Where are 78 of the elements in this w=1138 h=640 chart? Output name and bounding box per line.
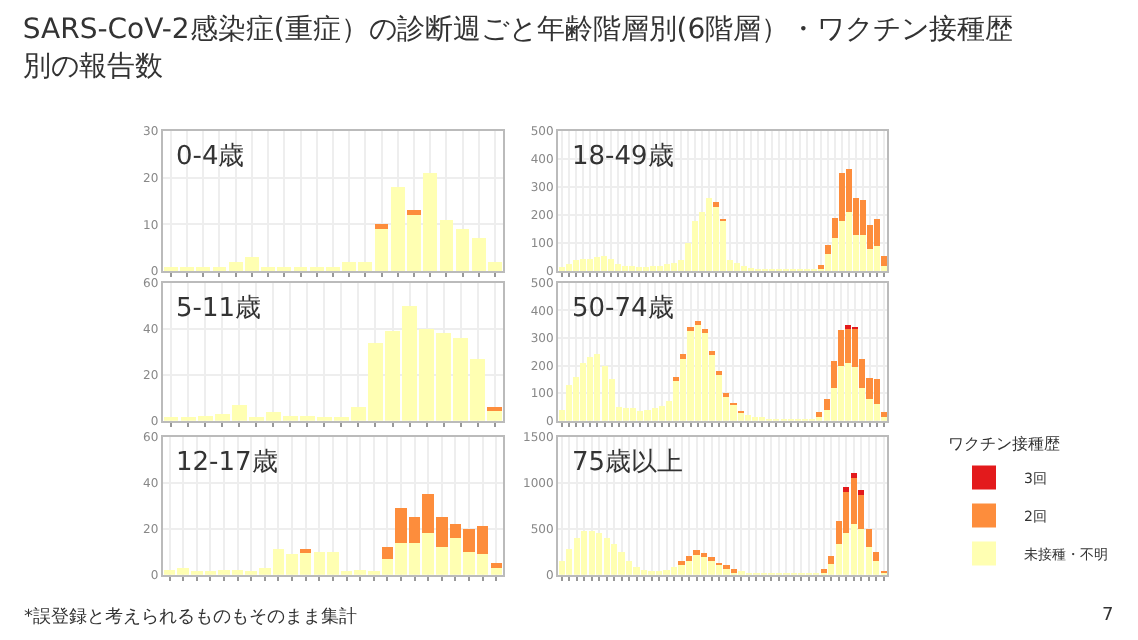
bar bbox=[850, 478, 857, 525]
bar bbox=[573, 538, 580, 575]
bar bbox=[628, 265, 635, 272]
bar bbox=[693, 554, 700, 575]
bar bbox=[572, 259, 579, 272]
bar bbox=[586, 258, 593, 272]
bar bbox=[873, 219, 880, 246]
bar bbox=[678, 563, 685, 575]
bar bbox=[859, 234, 866, 272]
bar bbox=[733, 262, 740, 272]
bar bbox=[656, 265, 663, 272]
bar bbox=[603, 538, 610, 575]
bar bbox=[838, 220, 845, 272]
bar bbox=[873, 551, 880, 561]
bar bbox=[374, 224, 389, 230]
text: 75歳以上 bbox=[572, 448, 684, 478]
bar bbox=[670, 262, 677, 272]
bar bbox=[845, 326, 852, 363]
bar bbox=[644, 409, 651, 421]
bar bbox=[588, 530, 595, 575]
bar bbox=[637, 411, 644, 421]
bar bbox=[837, 365, 844, 421]
text: 18-49歳 bbox=[572, 142, 674, 172]
bar bbox=[614, 264, 621, 272]
bar bbox=[693, 549, 700, 555]
bar bbox=[865, 528, 872, 548]
bar bbox=[852, 366, 859, 421]
bar bbox=[594, 354, 601, 421]
bar bbox=[581, 530, 588, 575]
bar bbox=[649, 265, 656, 272]
bar bbox=[730, 404, 737, 421]
bar bbox=[824, 244, 831, 255]
bar bbox=[705, 198, 712, 272]
bar bbox=[687, 329, 694, 421]
bar bbox=[610, 544, 618, 575]
bar bbox=[873, 379, 880, 405]
bar bbox=[873, 404, 880, 421]
bar bbox=[607, 258, 614, 272]
text: 12-17歳 bbox=[176, 448, 278, 478]
bar bbox=[712, 206, 719, 272]
bar bbox=[623, 408, 630, 421]
bar bbox=[708, 560, 715, 575]
legend-title: ワクチン接種歴 bbox=[948, 434, 1060, 453]
bar bbox=[621, 265, 628, 272]
bar bbox=[633, 567, 640, 575]
text: 50-74歳 bbox=[572, 294, 674, 324]
bar bbox=[587, 357, 594, 421]
bar bbox=[579, 258, 586, 272]
bar bbox=[691, 220, 698, 272]
bar bbox=[565, 264, 572, 272]
bar bbox=[565, 384, 572, 421]
bar bbox=[823, 398, 830, 410]
bar bbox=[580, 362, 587, 421]
bar bbox=[596, 533, 603, 575]
bar bbox=[593, 257, 600, 272]
bar bbox=[407, 210, 421, 216]
bar bbox=[630, 408, 637, 421]
bar bbox=[850, 524, 857, 575]
bar bbox=[858, 528, 865, 575]
bar bbox=[845, 212, 852, 272]
bar bbox=[873, 245, 880, 272]
text: 5-11歳 bbox=[176, 294, 262, 324]
bar bbox=[600, 255, 607, 272]
bar bbox=[651, 408, 658, 421]
text: SARS-CoV-2感染症(重症）の診断週ごと年齢階層別(6階層）・ワクチン接種歴別の報告数 bbox=[22, 14, 1014, 83]
bar bbox=[694, 324, 701, 421]
bar bbox=[658, 405, 665, 421]
bar bbox=[381, 547, 394, 559]
bar bbox=[880, 255, 887, 266]
text: 0-4歳 bbox=[176, 142, 245, 172]
text: *誤登録と考えられるものもそのまま集計 bbox=[24, 606, 357, 628]
bar bbox=[701, 332, 708, 421]
bar bbox=[663, 264, 670, 272]
bar bbox=[845, 362, 852, 421]
text: 7 bbox=[1102, 606, 1114, 626]
bar bbox=[828, 556, 835, 564]
bar bbox=[740, 265, 747, 272]
bar bbox=[618, 551, 625, 575]
